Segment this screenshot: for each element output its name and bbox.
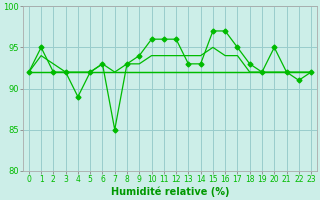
X-axis label: Humidité relative (%): Humidité relative (%) xyxy=(111,187,229,197)
